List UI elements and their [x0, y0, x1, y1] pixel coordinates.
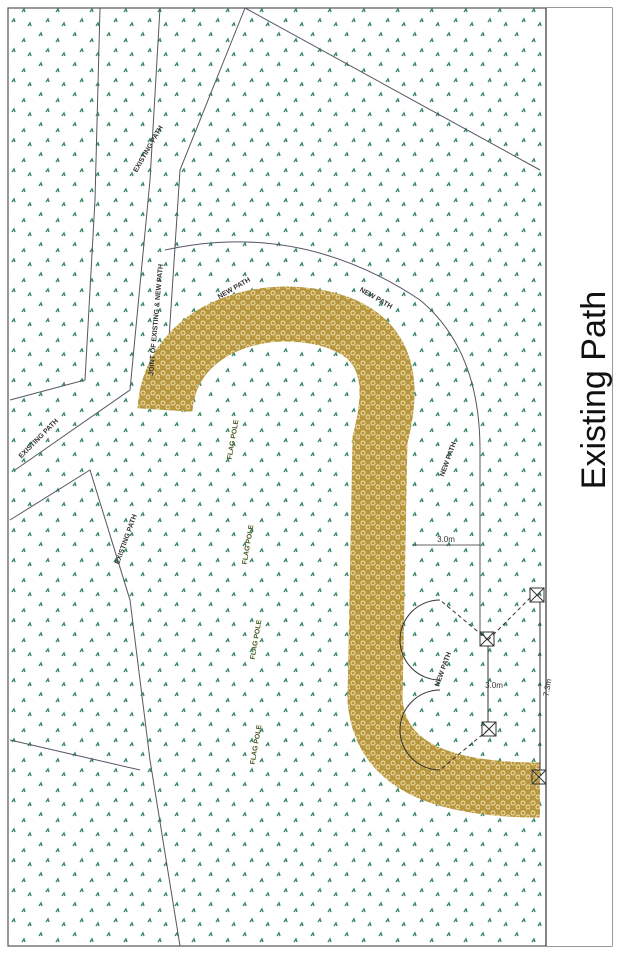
title-panel	[546, 8, 612, 946]
gates	[399, 587, 547, 785]
existing-path-edges	[9, 7, 541, 947]
new-path-edge	[164, 241, 481, 640]
gravel-path	[137, 286, 541, 818]
dimension: 3.0m	[437, 535, 455, 544]
dimension: 3.0m	[485, 681, 503, 690]
dimension: 7.3m	[542, 678, 554, 697]
title: Existing Path	[575, 291, 613, 489]
